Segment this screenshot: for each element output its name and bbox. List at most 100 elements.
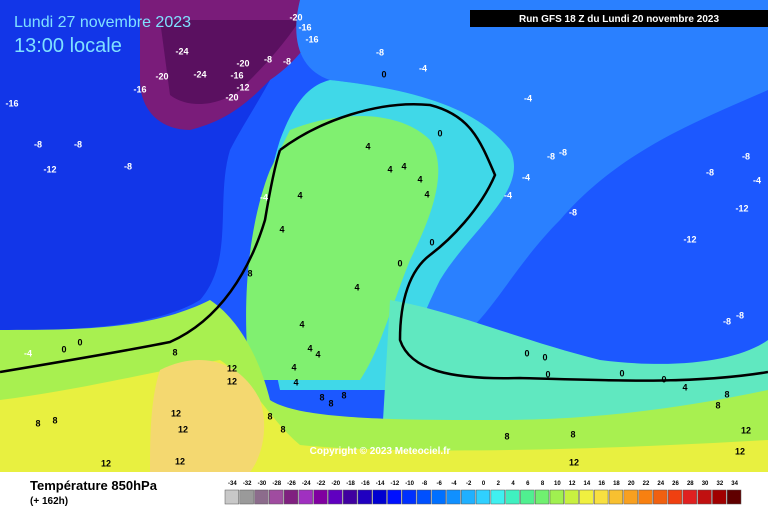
contour-label: 0 [61,344,66,354]
scale-label: 10 [554,481,561,487]
scale-label: -20 [331,481,340,487]
contour-label: 8 [280,424,285,434]
contour-label: 8 [52,415,57,425]
scale-label: 30 [702,481,709,487]
contour-label: 4 [417,174,422,184]
scale-swatch [667,489,683,505]
contour-label: -8 [547,151,555,161]
green-region [246,116,439,381]
scale-swatch [283,489,299,505]
contour-label: 4 [307,343,312,353]
contour-label: -20 [155,71,168,81]
contour-label: 0 [545,369,550,379]
scale-label: 24 [657,481,664,487]
contour-label: 0 [542,352,547,362]
contour-label: 0 [661,374,666,384]
scale-label: 22 [643,481,650,487]
scale-label: -30 [258,481,267,487]
contour-label: -8 [34,139,42,149]
contour-label: 4 [315,349,320,359]
scale-swatch [608,489,624,505]
contour-label: 8 [247,268,252,278]
contour-label: 4 [682,382,687,392]
scale-label: 20 [628,481,635,487]
contour-label: 4 [354,282,359,292]
scale-swatch [653,489,668,505]
scale-swatch [342,489,358,505]
scale-label: -10 [405,481,414,487]
scale-label: -2 [466,481,472,487]
scale-swatch [357,489,372,505]
scale-label: 0 [482,481,486,487]
contour-label: -4 [24,348,32,358]
contour-label: 12 [227,363,237,373]
contour-label: 4 [387,164,392,174]
scale-swatch [239,489,254,505]
scale-label: -8 [422,481,428,487]
date: Lundi 27 novembre 2023 [14,14,191,31]
contour-label: 12 [735,446,745,456]
contour-label: 0 [437,128,442,138]
scale-swatch [638,489,653,505]
scale-swatch [387,489,402,505]
contour-label: 8 [341,390,346,400]
scale-label: -4 [451,481,457,487]
contour-label: -8 [376,47,384,57]
arctic-core [160,20,300,105]
contour-label: -8 [74,139,82,149]
contour-label: -16 [5,98,18,108]
scale-swatch [313,489,328,505]
contour-label: -16 [230,70,243,80]
scale-swatch [726,489,742,505]
scale-swatch [269,489,284,505]
contour-label: 0 [397,258,402,268]
scale-swatch [431,489,446,505]
scale-label: 26 [672,481,679,487]
scale-label: -18 [346,481,355,487]
contour-label: 12 [741,425,751,435]
scale-label: -16 [361,481,370,487]
contour-label: -4 [522,172,530,182]
scale-swatch [224,489,240,505]
scale-swatch [254,489,269,505]
contour-label: -24 [193,69,206,79]
contour-label: -16 [305,34,318,44]
contour-label: 4 [291,362,296,372]
scale-label: 18 [613,481,620,487]
contour-label: 8 [319,392,324,402]
contour-label: 12 [569,457,579,467]
time: 13:00 locale [14,35,122,57]
contour-label: 4 [299,319,304,329]
contour-label: 4 [401,161,406,171]
scale-label: 28 [687,481,694,487]
scale-swatch [594,489,609,505]
contour-label: 4 [424,189,429,199]
contour-label: -4 [524,93,532,103]
scale-swatch [712,489,727,505]
contour-label: 12 [178,424,188,434]
copyright: Copyright © 2023 Meteociel.fr [310,446,451,457]
contour-label: 8 [504,431,509,441]
scale-label: 16 [598,481,605,487]
contour-label: -12 [683,234,696,244]
contour-label: 8 [267,411,272,421]
color-scale: -34 -32 -30 -28 -26 -24 -22 -20 -18 -16 -14 -12 -10-… [224,481,742,505]
scale-swatch [549,489,564,505]
contour-label: -4 [419,63,427,73]
scale-swatch [402,489,417,505]
contour-label: -20 [289,12,302,22]
scale-label: 34 [731,481,738,487]
contour-label: 0 [429,237,434,247]
contour-label: -8 [124,161,132,171]
scale-swatch [682,489,697,505]
contour-label: -20 [236,58,249,68]
contour-label: -16 [133,84,146,94]
contour-label: -8 [264,54,272,64]
forecast-lead: (+ 162h) [30,496,68,507]
scale-swatch [461,489,476,505]
scale-swatch [328,489,343,505]
contour-label: -20 [225,92,238,102]
contour-label: -12 [236,82,249,92]
contour-label: 0 [619,368,624,378]
